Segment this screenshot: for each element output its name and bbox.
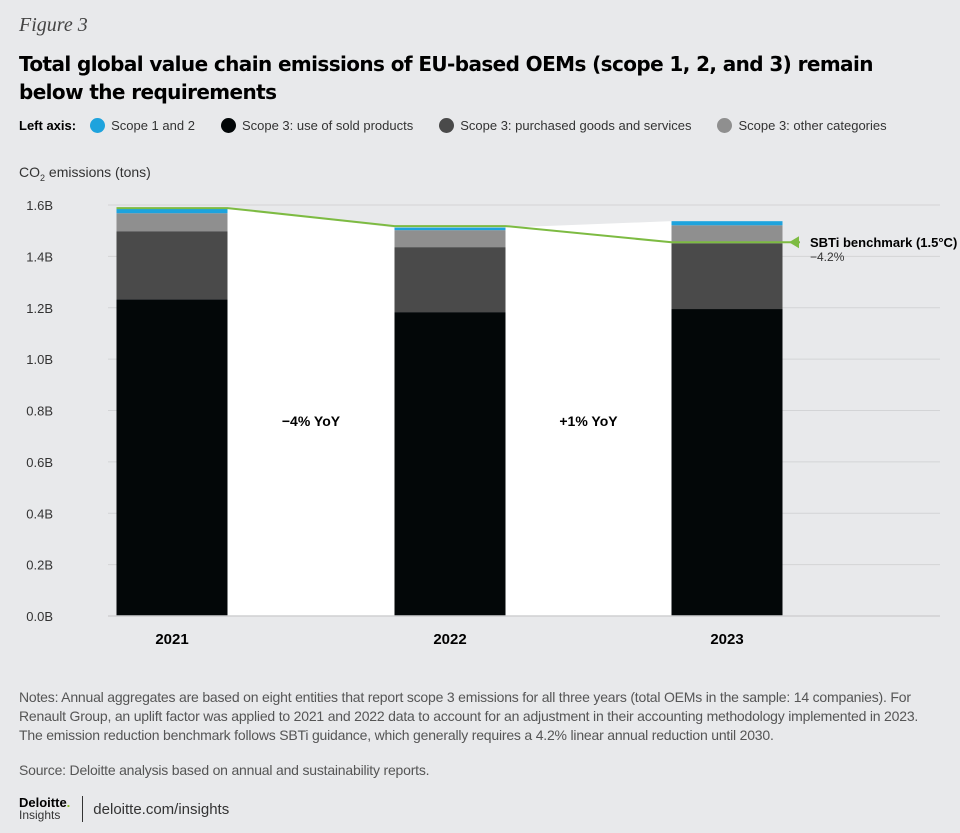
y-tick-label: 0.0B xyxy=(26,609,53,624)
logo-insights: Insights xyxy=(19,808,61,822)
legend-item-other-categories: Scope 3: other categories xyxy=(717,118,887,133)
bar-segment xyxy=(671,225,783,244)
footer: Deloitte. Insights deloitte.com/insights xyxy=(19,796,229,822)
logo-green-dot: . xyxy=(66,795,71,810)
legend-label: Scope 3: purchased goods and services xyxy=(460,118,692,133)
source: Source: Deloitte analysis based on annua… xyxy=(19,762,430,778)
axis-title-subscript: 2 xyxy=(40,172,46,183)
bar-segment xyxy=(671,243,783,310)
x-tick-label: 2021 xyxy=(155,631,188,648)
footer-link[interactable]: deloitte.com/insights xyxy=(93,800,230,818)
y-tick-label: 1.0B xyxy=(26,352,53,367)
legend-swatch xyxy=(717,118,733,133)
bar-segment xyxy=(116,231,228,300)
y-tick-label: 0.2B xyxy=(26,558,53,573)
legend: Left axis: Scope 1 and 2 Scope 3: use of… xyxy=(19,118,913,133)
bar-segment xyxy=(394,312,506,616)
chart-title: Total global value chain emissions of EU… xyxy=(19,52,873,104)
y-tick-label: 1.6B xyxy=(26,198,53,213)
benchmark-arrow-icon xyxy=(789,236,799,249)
legend-label: Scope 3: other categories xyxy=(738,118,887,133)
bar-segment xyxy=(116,208,228,214)
bar-segment xyxy=(394,227,506,231)
y-axis-title: CO2 emissions (tons) xyxy=(19,164,151,183)
yoy-connector-area xyxy=(505,221,672,617)
benchmark-label: SBTi benchmark (1.5°C) xyxy=(810,235,957,250)
bar-segment xyxy=(671,221,783,226)
deloitte-insights-logo: Deloitte. Insights xyxy=(19,796,70,822)
logo-deloitte: Deloitte. xyxy=(19,796,70,809)
benchmark-sublabel: −4.2% xyxy=(810,250,845,264)
legend-lead: Left axis: xyxy=(19,118,77,133)
legend-label: Scope 3: use of sold products xyxy=(241,118,414,133)
chart: 0.0B 0.2B 0.4B 0.6B 0.8B 1.0B 1.2B 1.4B 1.6B 2021… xyxy=(26,198,957,648)
bar-segment xyxy=(671,309,783,616)
legend-swatch xyxy=(220,118,236,133)
logo-text: Deloitte xyxy=(19,795,67,810)
notes: Notes: Annual aggregates are based on ei… xyxy=(19,689,919,743)
yoy-annotation: +1% YoY xyxy=(559,413,618,429)
y-tick-label: 0.4B xyxy=(26,506,53,521)
bar-segment xyxy=(394,230,506,248)
footer-divider xyxy=(82,796,84,822)
benchmark-line xyxy=(116,207,800,244)
bar-segment xyxy=(116,299,228,616)
y-tick-label: 1.4B xyxy=(26,249,53,264)
legend-swatch xyxy=(439,118,455,133)
y-tick-label: 1.2B xyxy=(26,301,53,316)
bar-segment xyxy=(394,247,506,313)
legend-item-purchased-goods: Scope 3: purchased goods and services xyxy=(439,118,691,133)
axis-title-rest: emissions (tons) xyxy=(45,164,151,180)
legend-item-scope-1-2: Scope 1 and 2 xyxy=(90,118,195,133)
axis-title-co: CO xyxy=(19,164,40,180)
legend-swatch xyxy=(90,118,106,133)
y-tick-label: 0.8B xyxy=(26,404,53,419)
yoy-connector-area xyxy=(227,208,395,616)
x-tick-label: 2023 xyxy=(710,631,743,648)
figure-label: Figure 3 xyxy=(19,14,88,36)
bar-segment xyxy=(116,213,228,232)
y-tick-label: 0.6B xyxy=(26,455,53,470)
legend-label: Scope 1 and 2 xyxy=(111,118,195,133)
legend-item-use-of-sold-products: Scope 3: use of sold products xyxy=(220,118,414,133)
x-tick-label: 2022 xyxy=(433,631,466,648)
yoy-annotation: −4% YoY xyxy=(282,413,341,429)
